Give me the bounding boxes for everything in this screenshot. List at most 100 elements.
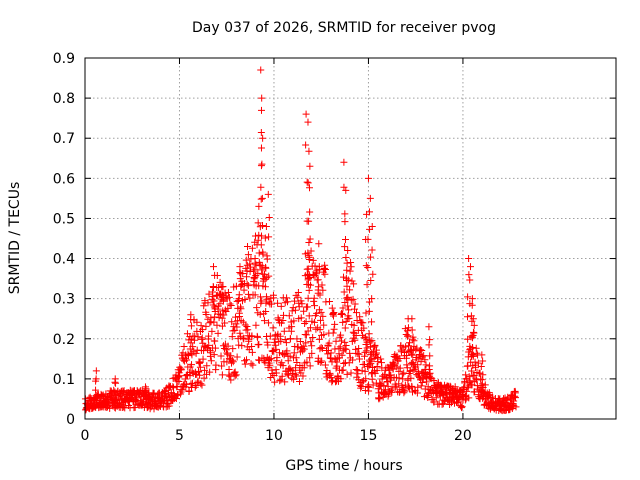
data-point xyxy=(188,379,196,387)
data-point xyxy=(262,299,270,307)
data-point xyxy=(337,331,345,339)
data-point xyxy=(321,361,329,369)
data-point xyxy=(165,402,173,410)
data-point xyxy=(404,332,412,340)
data-point xyxy=(258,94,266,102)
data-point xyxy=(225,293,233,301)
data-point xyxy=(197,322,205,330)
data-point xyxy=(256,310,264,318)
data-point xyxy=(279,362,287,370)
data-point xyxy=(226,300,234,308)
data-point xyxy=(218,371,226,379)
data-point xyxy=(254,269,262,277)
data-point xyxy=(451,383,459,391)
data-point xyxy=(317,358,325,366)
data-point xyxy=(465,373,473,381)
data-point xyxy=(296,337,304,345)
data-point xyxy=(265,213,273,221)
data-point xyxy=(244,290,252,298)
data-point xyxy=(258,194,266,202)
data-point xyxy=(400,369,408,377)
data-point xyxy=(469,334,477,342)
data-point xyxy=(417,358,425,366)
data-point xyxy=(420,352,428,360)
data-point xyxy=(258,297,266,305)
data-point xyxy=(154,390,162,398)
data-point xyxy=(426,336,434,344)
data-point xyxy=(488,393,496,401)
data-point xyxy=(293,358,301,366)
data-point xyxy=(280,327,288,335)
data-point xyxy=(343,266,351,274)
data-point xyxy=(248,332,256,340)
y-tick-label: 0 xyxy=(66,412,75,428)
data-point xyxy=(221,345,229,353)
data-point xyxy=(271,378,279,386)
data-point xyxy=(259,134,267,142)
data-point xyxy=(338,351,346,359)
data-point xyxy=(237,282,245,290)
data-point xyxy=(211,344,219,352)
data-point xyxy=(213,321,221,329)
data-point xyxy=(343,259,351,267)
data-point xyxy=(192,381,200,389)
data-point xyxy=(430,398,438,406)
data-point xyxy=(243,261,251,269)
data-point xyxy=(247,360,255,368)
data-point xyxy=(341,243,349,251)
data-point xyxy=(215,283,223,291)
data-point xyxy=(402,343,410,351)
data-point xyxy=(409,335,417,343)
y-tick-label: 0.2 xyxy=(53,332,75,348)
data-point xyxy=(351,336,359,344)
data-point xyxy=(260,275,268,283)
data-point xyxy=(395,374,403,382)
data-point xyxy=(112,391,120,399)
data-point xyxy=(259,250,267,258)
data-point xyxy=(251,265,259,273)
data-point xyxy=(258,160,266,168)
data-point xyxy=(468,301,476,309)
data-point xyxy=(311,302,319,310)
data-point xyxy=(408,315,416,323)
data-point xyxy=(241,296,249,304)
data-point xyxy=(260,317,268,325)
data-point xyxy=(351,305,359,313)
data-point xyxy=(348,277,356,285)
data-point xyxy=(339,304,347,312)
data-point xyxy=(298,300,306,308)
data-point xyxy=(350,321,358,329)
data-point xyxy=(248,244,256,252)
data-point xyxy=(267,355,275,363)
data-point xyxy=(468,295,476,303)
data-point xyxy=(389,365,397,373)
data-point xyxy=(512,394,520,402)
data-point xyxy=(365,383,373,391)
data-point xyxy=(194,333,202,341)
data-point xyxy=(286,335,294,343)
data-point xyxy=(403,364,411,372)
data-point xyxy=(396,364,404,372)
data-point xyxy=(193,318,201,326)
data-point xyxy=(92,386,100,394)
data-point xyxy=(254,236,262,244)
y-axis-label: SRMTID / TECUs xyxy=(7,182,23,295)
data-point xyxy=(396,355,404,363)
data-point xyxy=(270,338,278,346)
data-point xyxy=(367,277,375,284)
data-point xyxy=(403,361,411,369)
data-point xyxy=(390,360,398,368)
data-point xyxy=(201,366,209,374)
data-point xyxy=(227,376,235,384)
data-point xyxy=(257,144,265,152)
data-point xyxy=(250,281,258,289)
data-point xyxy=(330,325,338,333)
data-point xyxy=(235,291,243,299)
data-point xyxy=(266,361,274,369)
data-point xyxy=(351,300,359,308)
data-point xyxy=(302,318,310,326)
data-point xyxy=(326,354,334,362)
data-point xyxy=(209,292,217,300)
data-point xyxy=(344,247,352,255)
x-tick-label: 15 xyxy=(360,428,378,444)
